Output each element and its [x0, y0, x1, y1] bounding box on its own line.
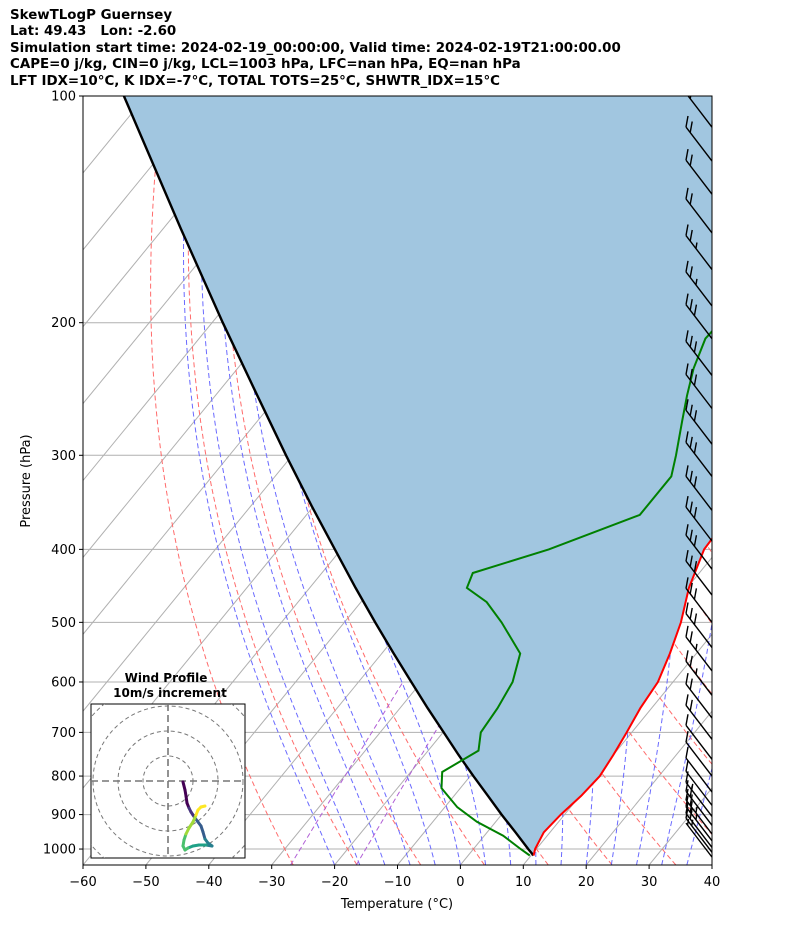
moist-adiabat [218, 96, 386, 865]
wind-barb [685, 465, 712, 511]
wind-barb [685, 149, 712, 195]
x-tick-label: −60 [69, 875, 96, 890]
y-tick-label: 500 [51, 616, 76, 631]
cape-summary-line: CAPE=0 j/kg, CIN=0 j/kg, LCL=1003 hPa, L… [10, 57, 521, 73]
x-tick-label: −30 [258, 875, 285, 890]
wind-barb [685, 187, 712, 234]
y-tick-label: 800 [51, 770, 76, 785]
wind-barb [687, 96, 712, 128]
location-line: Lat: 49.43 Lon: -2.60 [10, 24, 177, 40]
x-tick-label: −50 [132, 875, 159, 890]
y-axis-label: Pressure (hPa) [19, 434, 34, 527]
dry-adiabat [224, 96, 422, 865]
temperature-line [532, 537, 712, 856]
wind-barb [685, 650, 712, 696]
cape-shading [123, 96, 712, 856]
y-tick-label: 900 [51, 808, 76, 823]
x-tick-label: 20 [578, 875, 595, 890]
wind-barb [685, 760, 712, 806]
wind-barb [685, 224, 712, 270]
x-axis-label: Temperature (°C) [340, 897, 453, 912]
isotherm [83, 96, 273, 328]
hodograph-segment [199, 804, 207, 809]
x-tick-label: 0 [456, 875, 464, 890]
dry-adiabat [150, 96, 294, 865]
wind-barb [685, 730, 712, 777]
simulation-time-line: Simulation start time: 2024-02-19_00:00:… [10, 40, 621, 56]
wind-barb [685, 746, 712, 793]
parcel-profile-line [122, 96, 535, 857]
x-tick-label: −40 [195, 875, 222, 890]
wind-barb [685, 431, 712, 477]
y-axis-ticks: 100 200 300 400 500 600 700 800 900 1000 [43, 90, 83, 858]
moist-adiabat [200, 96, 361, 865]
x-axis-ticks: −60 −50 −40 −30 −20 −10 0 10 20 30 40 [69, 865, 720, 890]
wind-barb [685, 625, 712, 672]
y-tick-label: 700 [51, 726, 76, 741]
isotherm [711, 864, 712, 865]
chart-title-block: SkewTLogP Guernsey Lat: 49.43 Lon: -2.60… [10, 8, 621, 90]
moist-adiabat [737, 96, 794, 865]
moist-adiabat [182, 96, 336, 865]
y-tick-label: 400 [51, 543, 76, 558]
y-tick-label: 100 [51, 90, 76, 105]
y-tick-label: 1000 [43, 843, 76, 858]
wind-barb [685, 363, 712, 409]
wind-barb [685, 260, 712, 307]
wind-barb [685, 771, 712, 817]
hodograph-subtitle: 10m/s increment [113, 686, 227, 700]
y-tick-label: 200 [51, 316, 76, 331]
dry-adiabat [782, 96, 794, 865]
chart-title: SkewTLogP Guernsey [10, 8, 173, 23]
isotherm [83, 96, 210, 251]
x-tick-label: 10 [515, 875, 532, 890]
wind-barbs [685, 96, 712, 858]
wind-barb [685, 714, 712, 760]
wind-barb [685, 549, 712, 596]
wind-barb [685, 115, 712, 162]
dry-adiabat [749, 96, 794, 865]
y-tick-label: 300 [51, 449, 76, 464]
wind-barb [685, 293, 712, 340]
wind-barb [685, 330, 712, 376]
moist-adiabat [648, 96, 712, 865]
dewpoint-line [440, 329, 712, 857]
x-tick-label: 40 [704, 875, 721, 890]
moist-adiabat [237, 96, 411, 865]
dry-adiabat [716, 96, 794, 865]
stability-index-line: LFT IDX=10°C, K IDX=-7°C, TOTAL TOTS=25°… [10, 73, 500, 89]
dry-adiabat [187, 96, 358, 865]
y-tick-label: 600 [51, 675, 76, 690]
wind-barb [685, 577, 712, 623]
wind-barb [685, 672, 712, 719]
x-tick-label: −10 [384, 875, 411, 890]
isotherm [522, 633, 712, 865]
x-tick-label: −20 [321, 875, 348, 890]
hodograph-title: Wind Profile [125, 671, 208, 685]
wind-barb [685, 524, 712, 570]
wind-barb [685, 819, 712, 858]
wind-barb [685, 694, 712, 740]
wind-barb [685, 602, 712, 648]
wind-profile-hodograph: Wind Profile 10m/s increment [90, 671, 246, 859]
isotherm [585, 710, 712, 865]
mixing-ratio-line [290, 681, 404, 865]
moist-adiabat [711, 863, 712, 865]
wind-barb [685, 399, 712, 445]
x-tick-label: 30 [641, 875, 658, 890]
wind-barb [685, 788, 712, 835]
hodograph-trace [181, 780, 214, 852]
wind-barb [685, 495, 712, 542]
isotherm [83, 96, 84, 97]
